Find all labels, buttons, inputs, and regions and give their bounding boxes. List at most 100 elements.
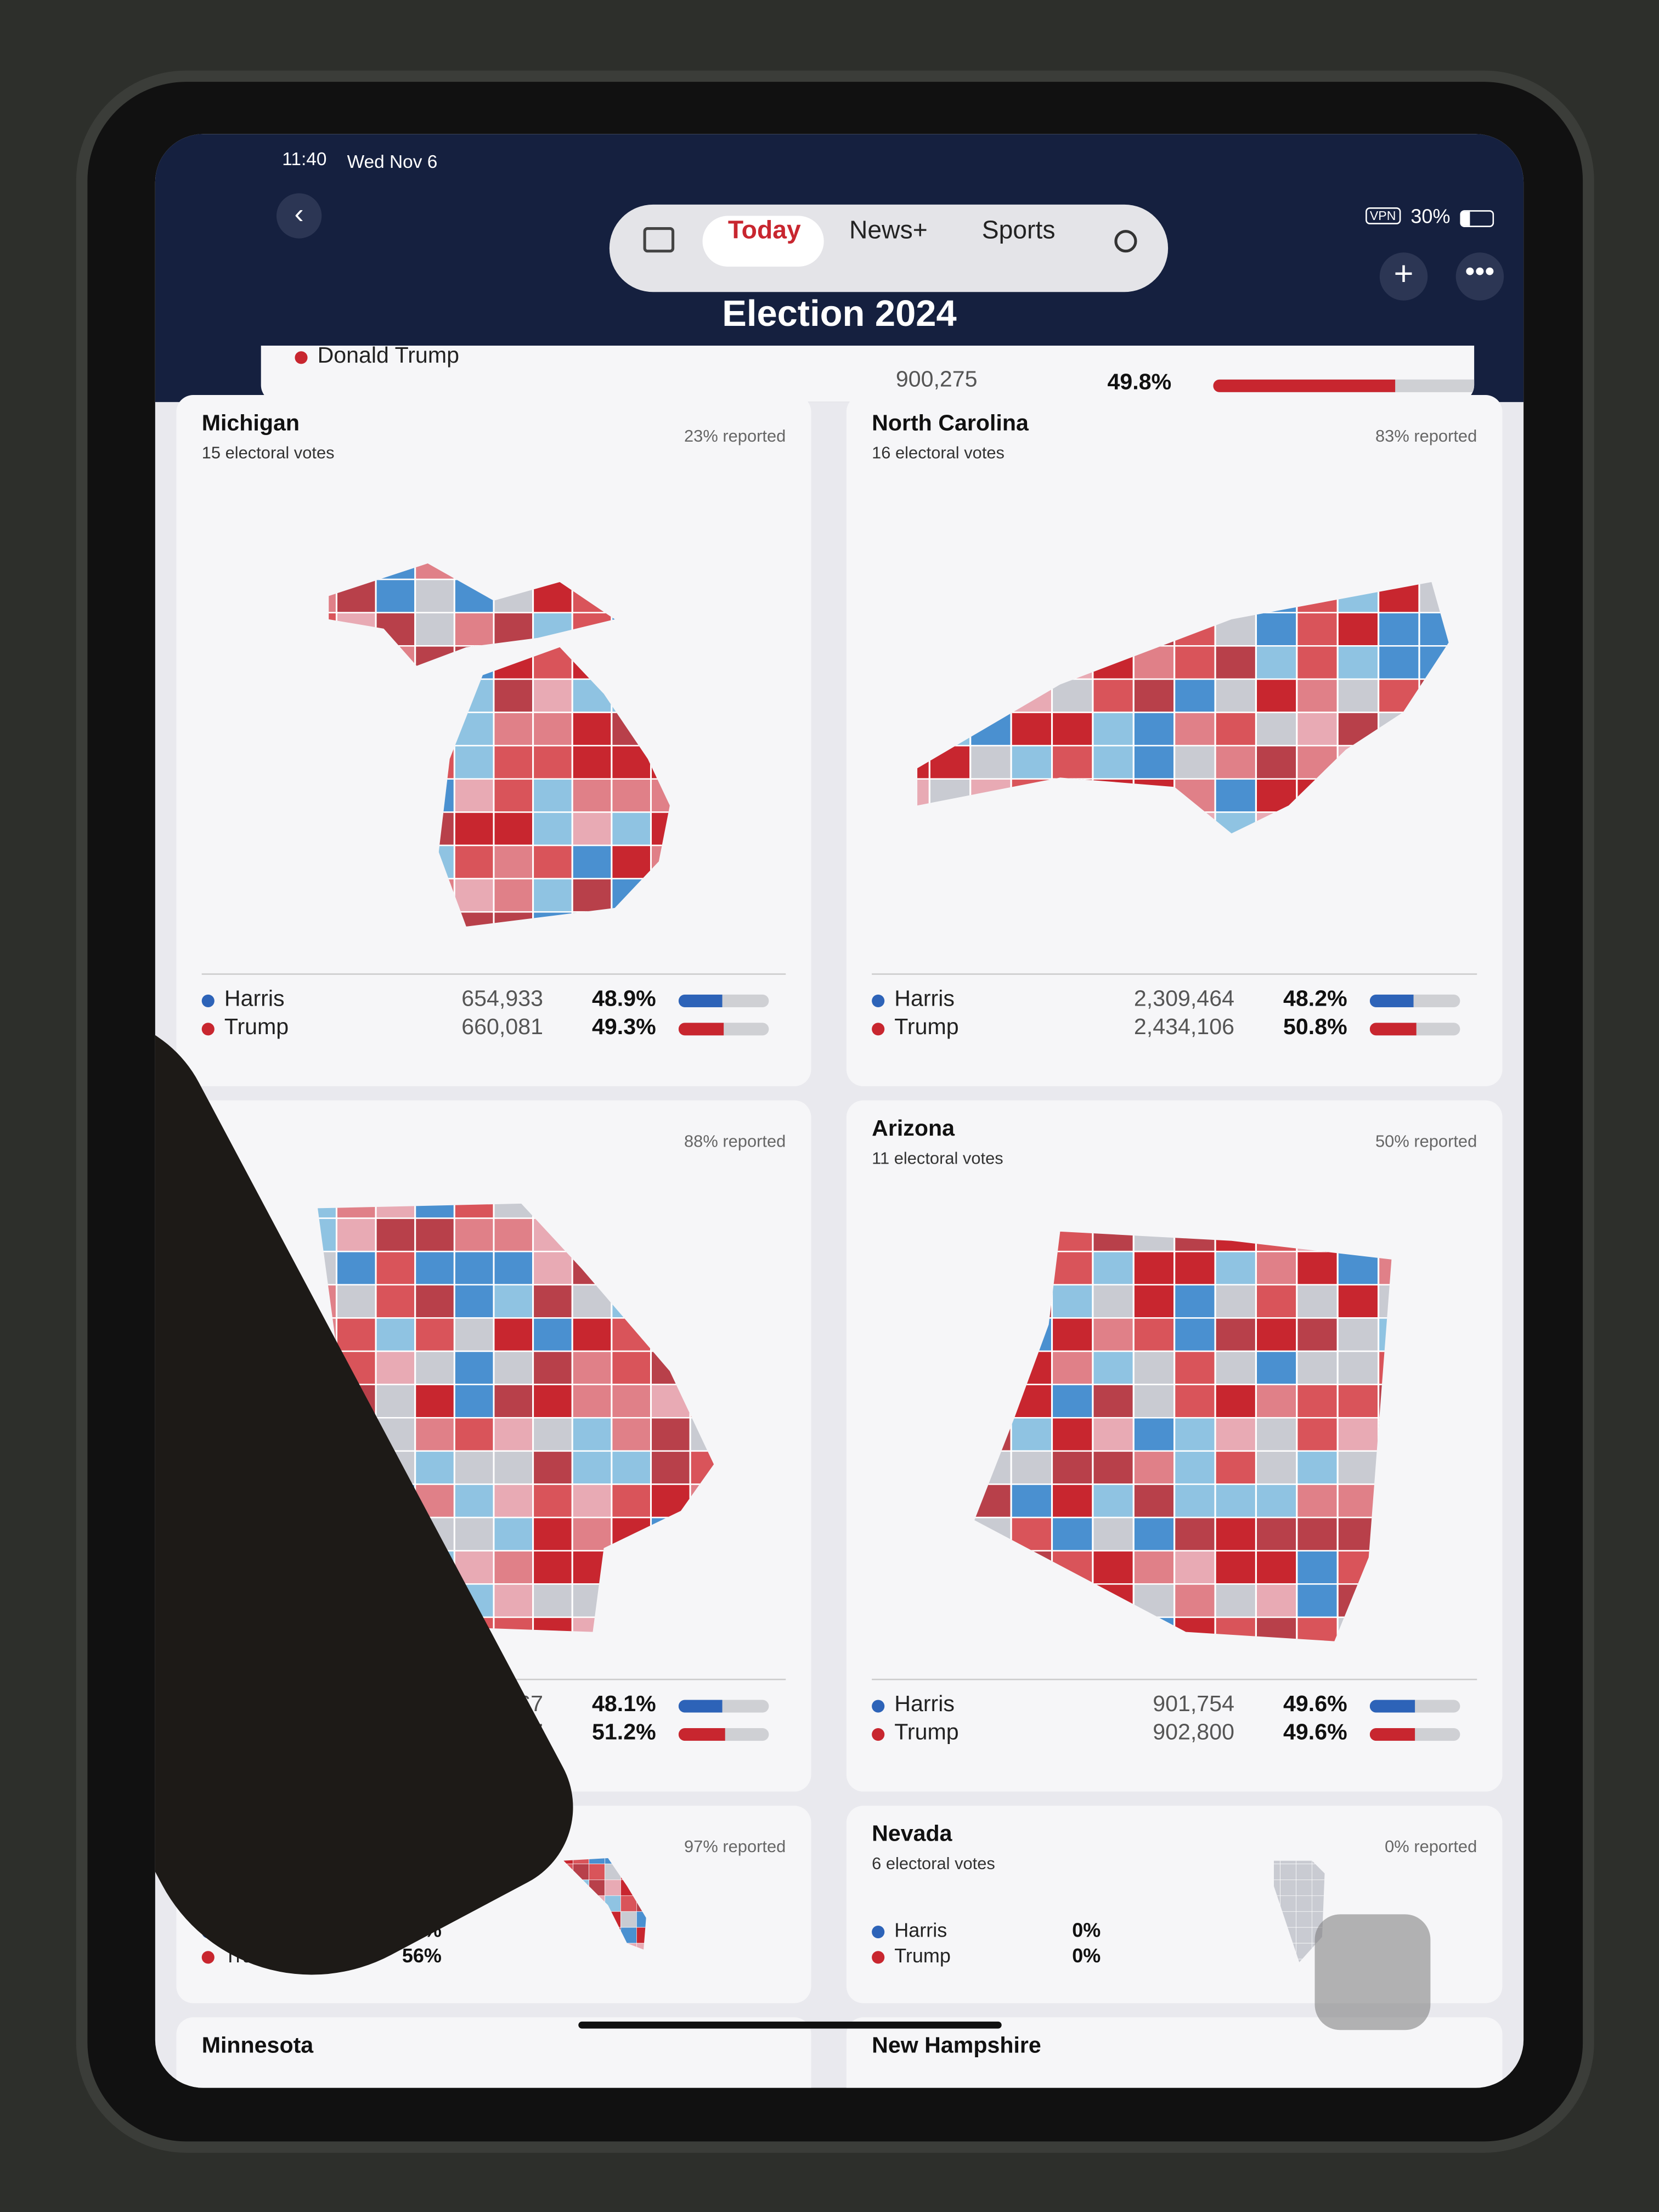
dot (872, 1700, 885, 1713)
tab-bar: Today News+ Sports (609, 204, 1169, 292)
county (297, 546, 337, 579)
county (730, 513, 769, 546)
state-map (557, 1858, 684, 1975)
county (730, 1318, 769, 1351)
county (1256, 479, 1296, 513)
county (605, 1880, 621, 1896)
county (650, 1516, 691, 1551)
county (651, 479, 691, 513)
county (1359, 1895, 1375, 1911)
county (571, 647, 613, 680)
county (1092, 582, 1135, 613)
county (668, 1880, 684, 1895)
county (571, 1450, 613, 1485)
county (611, 578, 615, 613)
county (1132, 1516, 1176, 1551)
county (636, 1943, 646, 1950)
county (611, 1516, 652, 1551)
county (494, 479, 533, 513)
county (1214, 612, 1257, 647)
county (1173, 1417, 1216, 1452)
county (376, 513, 415, 546)
percent: 49.6% (1283, 1692, 1347, 1717)
add-button[interactable]: + (1379, 252, 1428, 301)
county (258, 713, 297, 746)
county (974, 1231, 1012, 1252)
county (1051, 1550, 1094, 1585)
county (219, 812, 258, 845)
county (1173, 612, 1216, 647)
county (1249, 1848, 1265, 1864)
county (1173, 1483, 1216, 1519)
county (1378, 1583, 1392, 1618)
dot (201, 1023, 215, 1036)
county (1214, 1350, 1257, 1385)
divider (201, 973, 786, 975)
county (1010, 1516, 1053, 1551)
county (1328, 1848, 1344, 1864)
county (1010, 811, 1053, 834)
percent: 50.8% (1283, 1015, 1347, 1040)
county (532, 1516, 573, 1551)
county (889, 1484, 929, 1517)
candidate-name: Trump (224, 1015, 289, 1040)
county (690, 579, 730, 613)
county (494, 513, 533, 546)
county (414, 563, 455, 580)
county (1336, 1284, 1380, 1319)
county (929, 1318, 970, 1351)
county (1419, 1351, 1460, 1385)
county (974, 1550, 1012, 1585)
county (1378, 1483, 1392, 1519)
county (1419, 1318, 1460, 1351)
county (1255, 1550, 1298, 1585)
county (689, 1203, 714, 1219)
county (1296, 612, 1339, 647)
assistive-touch[interactable] (1314, 1914, 1431, 2030)
county (1256, 513, 1296, 546)
state-card: North Carolina 16 electoral votes 83% repo… (846, 394, 1503, 1086)
county (650, 712, 670, 747)
more-button[interactable]: ••• (1455, 252, 1504, 301)
county (1215, 879, 1256, 912)
reported: 88% reported (684, 1131, 786, 1152)
sidebar-button[interactable] (643, 227, 675, 253)
county (730, 746, 769, 779)
county (454, 513, 494, 546)
county (571, 811, 613, 847)
county (1010, 678, 1053, 713)
county (493, 744, 534, 780)
county (1273, 1959, 1280, 1962)
reported: 0% reported (1385, 1836, 1477, 1857)
county (689, 1217, 714, 1252)
county (650, 1350, 691, 1385)
county (414, 1350, 455, 1385)
county (1296, 1384, 1339, 1419)
tab: Sports (981, 216, 1056, 244)
search-button[interactable] (1114, 230, 1137, 253)
county (573, 1864, 589, 1880)
county (730, 1285, 769, 1318)
county (453, 1417, 495, 1452)
county (336, 779, 376, 812)
county (1419, 1584, 1460, 1617)
county (1011, 879, 1052, 912)
county (1214, 1417, 1257, 1452)
county (1280, 1943, 1296, 1960)
back-button[interactable]: ‹ (276, 193, 322, 239)
county (376, 912, 415, 945)
county (1010, 1417, 1053, 1452)
bar (678, 1700, 722, 1713)
county (889, 1517, 929, 1551)
county (1336, 678, 1380, 713)
county (611, 844, 652, 879)
county (335, 645, 377, 666)
county (1011, 845, 1052, 879)
county (1296, 1927, 1312, 1944)
county (453, 844, 495, 879)
county (1378, 1550, 1392, 1585)
county (219, 479, 258, 513)
county (929, 1385, 970, 1418)
county (557, 1959, 573, 1975)
